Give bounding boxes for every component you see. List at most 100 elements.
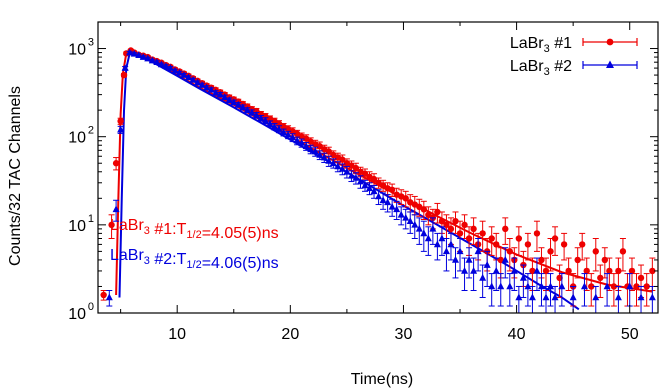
data-point bbox=[289, 133, 297, 141]
data-point bbox=[461, 266, 469, 274]
data-point bbox=[542, 267, 550, 275]
data-point bbox=[388, 186, 396, 193]
data-point bbox=[316, 143, 323, 150]
data-point bbox=[501, 255, 509, 263]
data-point bbox=[352, 173, 360, 181]
data-point bbox=[637, 274, 645, 282]
y-tick-label: 10 bbox=[68, 42, 86, 59]
data-point bbox=[325, 156, 333, 164]
data-point bbox=[397, 210, 405, 218]
data-point bbox=[402, 213, 410, 221]
data-point bbox=[592, 293, 600, 301]
data-point bbox=[619, 248, 627, 255]
data-point bbox=[112, 160, 120, 167]
data-point bbox=[493, 241, 500, 248]
data-point bbox=[497, 282, 505, 290]
data-point bbox=[375, 192, 383, 200]
data-point bbox=[393, 205, 401, 213]
half-life-label-2: LaBr3 #2:T1/2=4.06(5)ns bbox=[110, 247, 279, 272]
plot-frame bbox=[97, 21, 659, 314]
subscript: 3 bbox=[144, 255, 150, 267]
data-point bbox=[120, 71, 128, 79]
data-point bbox=[488, 282, 496, 290]
data-point bbox=[524, 282, 532, 290]
data-point bbox=[425, 211, 432, 219]
data-point bbox=[597, 274, 604, 282]
data-point bbox=[556, 274, 563, 282]
y-axis-label: Counts/32 TAC Channels bbox=[7, 86, 24, 266]
x-tick-label: 10 bbox=[168, 326, 186, 343]
data-point bbox=[352, 164, 360, 172]
data-point bbox=[284, 130, 292, 138]
data-point bbox=[565, 267, 572, 275]
data-point bbox=[307, 145, 315, 153]
data-point bbox=[610, 283, 618, 290]
data-point bbox=[105, 293, 113, 301]
data-point bbox=[465, 235, 473, 242]
data-point bbox=[293, 136, 301, 144]
data-point bbox=[298, 138, 306, 146]
data-point bbox=[456, 230, 464, 237]
data-point bbox=[293, 130, 301, 137]
data-point bbox=[338, 165, 346, 172]
data-point bbox=[257, 114, 265, 122]
data-point bbox=[560, 241, 568, 248]
data-point bbox=[194, 78, 202, 86]
data-point bbox=[252, 111, 260, 119]
data-point bbox=[474, 247, 482, 255]
x-tick-label: 20 bbox=[281, 326, 299, 343]
data-point bbox=[583, 267, 590, 275]
x-tick-label: 50 bbox=[621, 326, 639, 343]
data-point bbox=[117, 117, 124, 125]
text-run: #2:T bbox=[150, 251, 187, 268]
data-point bbox=[433, 240, 441, 248]
data-point bbox=[130, 49, 138, 57]
data-point bbox=[529, 267, 536, 275]
data-point bbox=[117, 125, 125, 133]
legend-marker-1 bbox=[606, 38, 614, 46]
data-point bbox=[424, 234, 432, 242]
data-point bbox=[506, 282, 514, 290]
data-point bbox=[510, 266, 518, 274]
data-point bbox=[488, 235, 495, 242]
y-tick-exponent: 2 bbox=[88, 125, 94, 137]
data-point bbox=[203, 83, 211, 91]
data-point bbox=[588, 283, 595, 290]
data-point bbox=[465, 255, 473, 263]
data-point bbox=[438, 234, 446, 242]
data-point bbox=[648, 293, 656, 301]
data-point bbox=[275, 125, 283, 132]
data-point bbox=[438, 217, 446, 225]
data-point bbox=[506, 248, 513, 255]
legend-marker-2 bbox=[606, 60, 614, 68]
series-2 bbox=[105, 48, 656, 313]
data-series bbox=[100, 47, 656, 313]
data-point bbox=[216, 90, 224, 98]
data-point bbox=[420, 206, 428, 213]
legend: LaBr3 #1 LaBr3 #2 bbox=[510, 35, 638, 78]
data-point bbox=[537, 282, 545, 290]
data-point bbox=[606, 267, 613, 275]
data-point bbox=[402, 195, 409, 202]
data-point bbox=[452, 217, 459, 225]
data-point bbox=[442, 247, 450, 255]
data-point bbox=[637, 293, 645, 301]
data-point bbox=[547, 282, 555, 290]
data-point bbox=[379, 196, 387, 204]
data-point bbox=[626, 282, 634, 290]
data-point bbox=[434, 208, 441, 216]
data-point bbox=[139, 53, 147, 60]
data-point bbox=[547, 248, 554, 255]
data-point bbox=[361, 181, 369, 189]
data-point bbox=[334, 162, 342, 170]
data-point bbox=[162, 62, 170, 70]
data-point bbox=[633, 283, 640, 290]
data-point bbox=[266, 119, 274, 127]
data-point bbox=[157, 60, 165, 68]
data-point bbox=[574, 256, 581, 264]
data-point bbox=[239, 103, 247, 111]
data-point bbox=[528, 293, 536, 301]
data-point bbox=[280, 128, 288, 136]
